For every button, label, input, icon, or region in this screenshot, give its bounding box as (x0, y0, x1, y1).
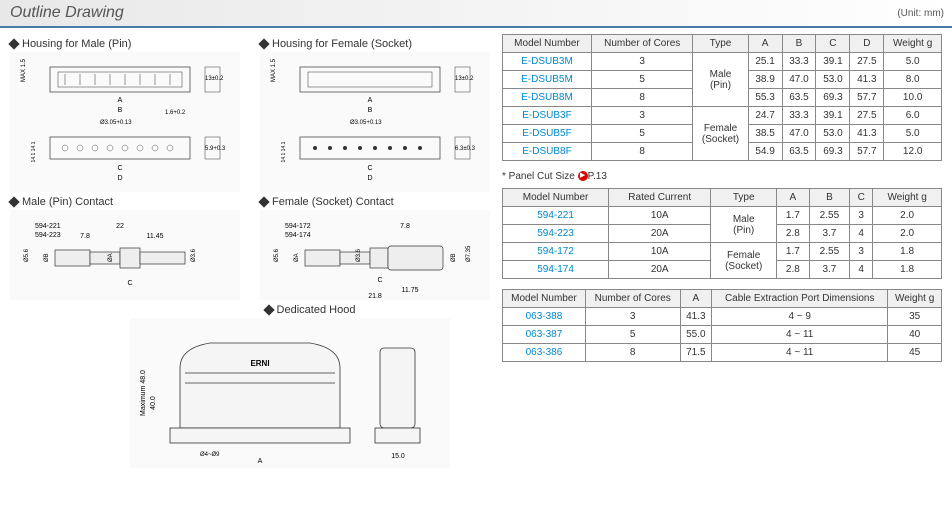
svg-text:1.6+0.2: 1.6+0.2 (165, 110, 186, 116)
model-link[interactable]: 594-221 (503, 207, 609, 225)
svg-text:13±0.2: 13±0.2 (205, 76, 224, 82)
model-link[interactable]: 063-388 (503, 308, 586, 326)
label-housing-male: Housing for Male (Pin) (10, 38, 240, 50)
svg-text:D: D (117, 175, 122, 182)
svg-text:Ø4~Ø9: Ø4~Ø9 (200, 452, 220, 458)
svg-text:7.8: 7.8 (400, 223, 410, 230)
label-housing-female: Housing for Female (Socket) (260, 38, 490, 50)
male-contact-refs: 594-221 (35, 223, 61, 230)
model-link[interactable]: E-DSUB5F (503, 125, 592, 143)
label-male-contact: Male (Pin) Contact (10, 196, 240, 208)
label-female-contact: Female (Socket) Contact (260, 196, 490, 208)
content: Housing for Male (Pin) A B 1.6+0.2 13±0.… (0, 28, 952, 474)
table-row: 063-388341.34 ~ 935 (503, 308, 942, 326)
svg-text:A: A (368, 97, 373, 104)
svg-text:14.1 14.1: 14.1 14.1 (31, 141, 37, 162)
table-housing: Model Number Number of Cores Type A B C … (502, 34, 942, 161)
diagram-housing-male: A B 1.6+0.2 13±0.2 Ø3.05+0.13 MAX 1.5 C … (10, 52, 240, 192)
model-link[interactable]: 594-174 (503, 261, 609, 279)
page-title: Outline Drawing (10, 4, 124, 21)
svg-text:ØA: ØA (294, 253, 300, 262)
svg-text:B: B (118, 107, 123, 114)
svg-text:Ø5.6: Ø5.6 (24, 248, 30, 262)
svg-text:C: C (367, 165, 372, 172)
model-link[interactable]: E-DSUB5M (503, 71, 592, 89)
svg-text:D: D (367, 175, 372, 182)
svg-text:Ø3.6: Ø3.6 (191, 248, 197, 262)
svg-text:21.8: 21.8 (368, 293, 382, 300)
svg-text:40.0: 40.0 (150, 396, 157, 410)
svg-text:Ø3.05+0.13: Ø3.05+0.13 (350, 120, 382, 126)
model-link[interactable]: E-DSUB8F (503, 143, 592, 161)
svg-text:ØA: ØA (108, 253, 114, 262)
diagram-male-contact: 594-221 594-223 22 7.8 11.45 Ø5.6 ØB (10, 210, 240, 300)
model-link[interactable]: E-DSUB3M (503, 53, 592, 71)
svg-text:A: A (118, 97, 123, 104)
table-row: E-DSUB3M3Male(Pin)25.133.339.127.55.0 (503, 53, 942, 71)
page-ref-icon: ▶ (578, 171, 588, 181)
table-row: 594-22110AMale(Pin)1.72.5532.0 (503, 207, 942, 225)
model-link[interactable]: E-DSUB3F (503, 107, 592, 125)
model-link[interactable]: 063-386 (503, 344, 586, 362)
svg-text:Ø5.6: Ø5.6 (274, 248, 280, 262)
svg-text:13±0.2: 13±0.2 (455, 76, 474, 82)
header: Outline Drawing (Unit: mm) (0, 0, 952, 28)
model-link[interactable]: 063-387 (503, 326, 586, 344)
svg-text:Ø3.6: Ø3.6 (356, 248, 362, 262)
table-row: 063-386871.54 ~ 1145 (503, 344, 942, 362)
svg-text:6.3±0.3: 6.3±0.3 (455, 146, 476, 152)
svg-text:594-172: 594-172 (285, 223, 311, 230)
svg-text:594-174: 594-174 (285, 232, 311, 239)
svg-text:B: B (368, 107, 373, 114)
svg-text:C: C (377, 277, 382, 284)
svg-text:ØB: ØB (44, 253, 50, 262)
diagram-hood: ERNI 40.0 Maximum 48.0 A Ø4~Ø9 15.0 (130, 318, 450, 468)
svg-text:C: C (117, 165, 122, 172)
svg-text:11.45: 11.45 (147, 233, 164, 240)
svg-text:14.1 14.1: 14.1 14.1 (281, 141, 287, 162)
svg-text:Ø3.05+0.13: Ø3.05+0.13 (100, 120, 132, 126)
svg-text:A: A (258, 458, 263, 465)
page-ref[interactable]: P.13 (588, 171, 607, 182)
svg-text:Maximum 48.0: Maximum 48.0 (140, 370, 147, 416)
model-link[interactable]: 594-172 (503, 243, 609, 261)
svg-text:22: 22 (116, 223, 124, 230)
svg-text:ERNI: ERNI (250, 359, 269, 368)
svg-text:C: C (127, 280, 132, 287)
unit-label: (Unit: mm) (897, 8, 944, 19)
svg-text:ØB: ØB (451, 253, 457, 262)
label-hood: Dedicated Hood (130, 304, 490, 316)
svg-text:15.0: 15.0 (391, 453, 405, 460)
diagram-female-contact: 594-172 594-174 7.8 Ø5.6 ØA Ø3.6 ØB (260, 210, 490, 300)
diagram-housing-female: A B 13±0.2 Ø3.05+0.13 MAX 1.5 C D 6.3±0.… (260, 52, 490, 192)
table-row: E-DSUB3F3Female(Socket)24.733.339.127.56… (503, 107, 942, 125)
diagrams-column: Housing for Male (Pin) A B 1.6+0.2 13±0.… (10, 34, 490, 468)
tables-column: Model Number Number of Cores Type A B C … (502, 34, 942, 468)
svg-text:Ø7.35: Ø7.35 (466, 245, 472, 262)
svg-text:11.75: 11.75 (402, 287, 419, 294)
model-link[interactable]: 594-223 (503, 225, 609, 243)
svg-text:MAX 1.5: MAX 1.5 (271, 58, 277, 82)
table-row: 594-17210AFemale(Socket)1.72.5531.8 (503, 243, 942, 261)
table-contact: Model Number Rated Current Type A B C We… (502, 188, 942, 279)
model-link[interactable]: E-DSUB8M (503, 89, 592, 107)
svg-text:594-223: 594-223 (35, 232, 61, 239)
svg-text:MAX 1.5: MAX 1.5 (21, 58, 27, 82)
svg-text:7.8: 7.8 (80, 233, 90, 240)
svg-text:5.9+0.3: 5.9+0.3 (205, 146, 226, 152)
table-row: 063-387555.04 ~ 1140 (503, 326, 942, 344)
table-hood: Model Number Number of Cores A Cable Ext… (502, 289, 942, 362)
panel-cut-footnote: * Panel Cut Size ▶P.13 (502, 171, 942, 182)
